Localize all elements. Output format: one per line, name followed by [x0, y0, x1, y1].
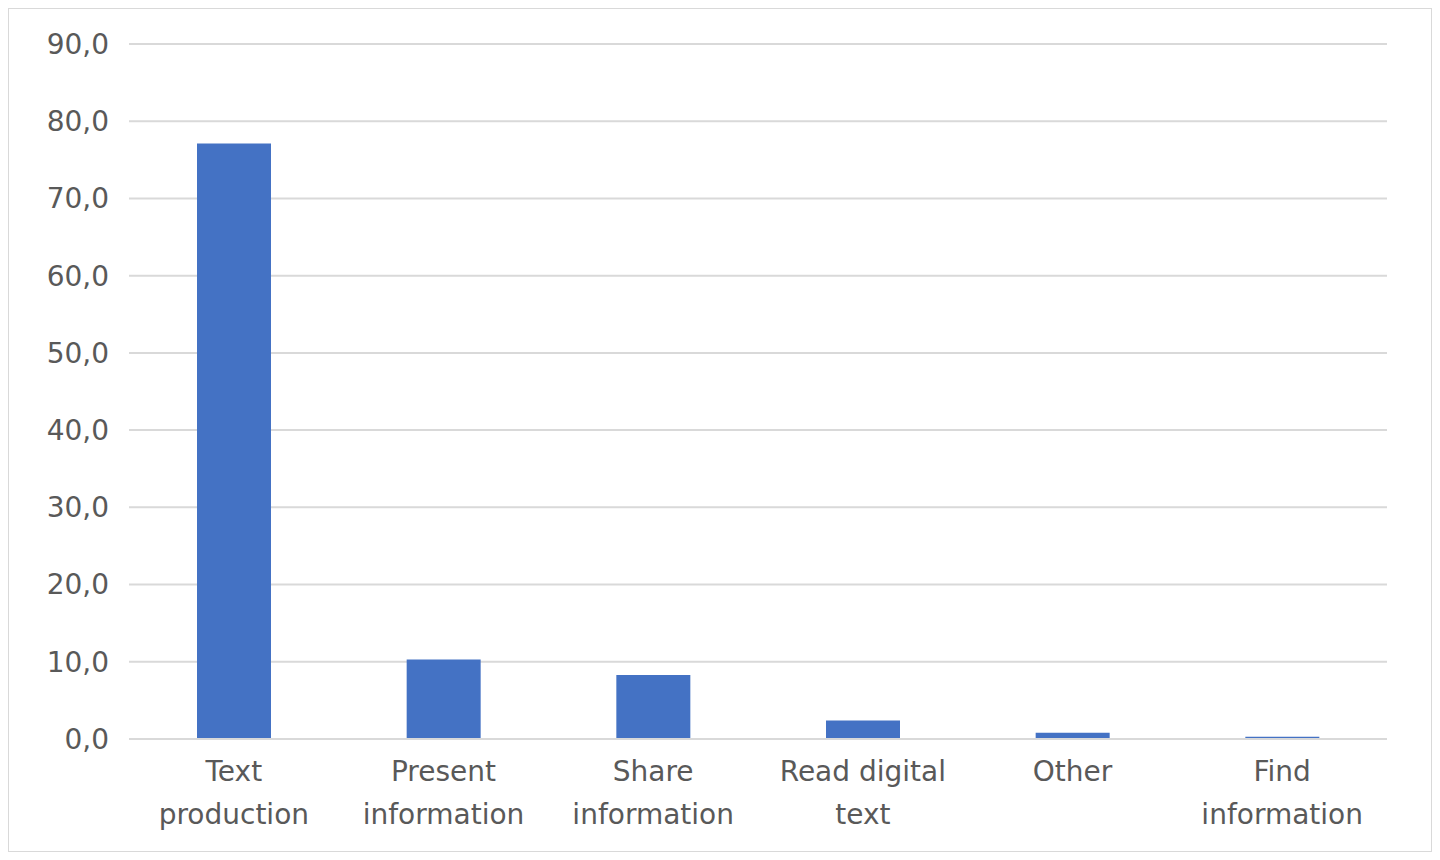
- svg-text:40,0: 40,0: [47, 414, 109, 447]
- svg-text:Text: Text: [205, 755, 263, 788]
- svg-text:30,0: 30,0: [47, 491, 109, 524]
- svg-text:50,0: 50,0: [47, 337, 109, 370]
- svg-text:information: information: [363, 798, 525, 831]
- svg-text:90,0: 90,0: [47, 28, 109, 61]
- svg-text:information: information: [572, 798, 734, 831]
- svg-text:Find: Find: [1253, 755, 1310, 788]
- svg-text:0,0: 0,0: [64, 723, 109, 756]
- svg-text:60,0: 60,0: [47, 260, 109, 293]
- svg-text:10,0: 10,0: [47, 646, 109, 679]
- svg-text:production: production: [159, 798, 309, 831]
- svg-text:80,0: 80,0: [47, 105, 109, 138]
- svg-text:Read digital: Read digital: [780, 755, 946, 788]
- svg-text:Other: Other: [1033, 755, 1113, 788]
- svg-text:Share: Share: [613, 755, 694, 788]
- svg-text:20,0: 20,0: [47, 568, 109, 601]
- svg-text:information: information: [1201, 798, 1363, 831]
- svg-text:Present: Present: [391, 755, 496, 788]
- svg-text:70,0: 70,0: [47, 182, 109, 215]
- svg-text:text: text: [835, 798, 890, 831]
